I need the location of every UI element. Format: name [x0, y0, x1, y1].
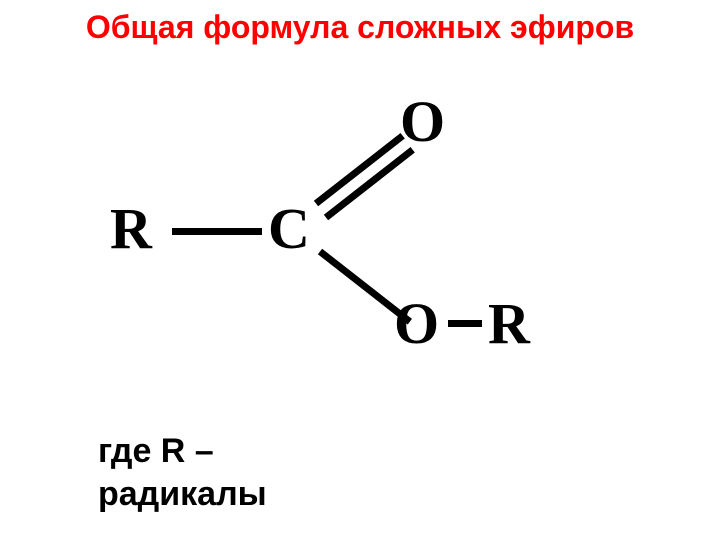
atom-c: C — [268, 195, 310, 262]
footnote-line2: радикалы — [98, 473, 267, 516]
atom-r-right: R — [488, 290, 530, 357]
page-title: Общая формула сложных эфиров — [0, 0, 720, 46]
bond-r-c-single — [172, 228, 262, 235]
footnote-line1: где R – — [98, 430, 267, 473]
bond-o-r-dash — [448, 320, 482, 327]
atom-r-left: R — [110, 195, 152, 262]
atom-o-bottom: O — [394, 290, 439, 357]
ester-formula-diagram: R C O O R — [100, 80, 540, 340]
bond-c-o-single — [318, 249, 412, 325]
atom-o-top: O — [400, 88, 445, 155]
footnote-text: где R – радикалы — [98, 430, 267, 515]
